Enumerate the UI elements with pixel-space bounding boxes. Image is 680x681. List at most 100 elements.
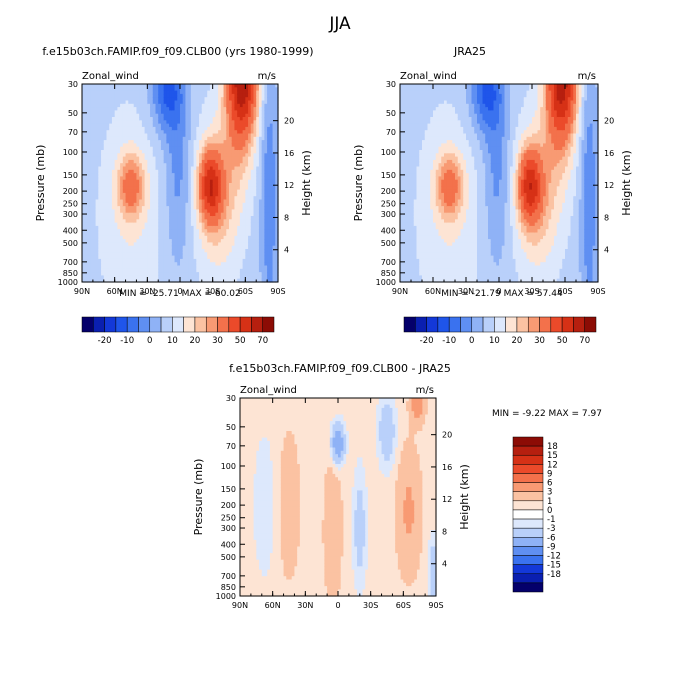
heatmap-cell [220,130,225,135]
heatmap-cell [185,110,189,115]
heatmap-cell [114,199,118,204]
heatmap-cell [256,93,260,98]
heatmap-cell [245,150,249,154]
heatmap-cell [177,100,181,105]
heatmap-cell [92,159,97,164]
heatmap-cell [256,229,260,234]
heatmap-cell [239,90,244,95]
heatmap-cell [264,123,268,128]
heatmap-cell [253,84,257,88]
heatmap-cell [419,87,423,92]
heatmap-cell [125,229,129,234]
heatmap-cell [150,87,154,92]
heatmap-cell [226,196,230,201]
heatmap-cell [261,136,265,141]
heatmap-cell [147,140,151,144]
heatmap-cell [400,179,404,184]
heatmap-cell [128,242,132,247]
heatmap-cell [87,97,91,102]
heatmap-cell [95,245,99,250]
heatmap-cell [413,143,418,148]
heatmap-cell [90,275,94,280]
heatmap-cell [196,206,200,210]
heatmap-cell [98,255,102,260]
colorbar-swatch [217,316,230,333]
heatmap-cell [207,225,211,230]
heatmap-cell [223,123,227,128]
heatmap-cell [152,245,157,250]
heatmap-cell [114,166,118,171]
heatmap-cell [234,225,238,230]
heatmap-cell [177,163,181,168]
heatmap-cell [109,268,113,273]
heatmap-cell [258,97,263,102]
heatmap-cell [101,275,105,280]
heatmap-cell [185,202,189,207]
heatmap-cell [419,242,423,247]
heatmap-cell [147,159,151,164]
heatmap-cell [201,242,206,247]
heatmap-cell [253,163,257,168]
heatmap-cell [82,153,86,158]
heatmap-cell [169,103,173,108]
heatmap-cell [258,163,263,168]
heatmap-cell [269,229,274,234]
heatmap-cell [139,173,143,177]
heatmap-cell [109,258,113,263]
heatmap-cell [139,202,143,207]
heatmap-cell [144,93,148,98]
heatmap-cell [158,232,162,237]
heatmap-cell [171,163,176,168]
heatmap-cell [416,120,420,125]
heatmap-cell [201,150,206,154]
heatmap-cell [133,133,138,138]
heatmap-cell [209,146,214,151]
heatmap-cell [218,150,222,154]
heatmap-cell [267,265,271,270]
heatmap-cell [155,146,159,151]
heatmap-cell [120,272,124,276]
heatmap-cell [185,120,189,125]
heatmap-cell [174,150,178,154]
heatmap-cell [152,255,157,260]
heatmap-cell [204,242,208,247]
heatmap-cell [402,232,407,237]
heatmap-cell [117,117,121,121]
heatmap-cell [253,275,257,280]
heatmap-cell [103,183,108,187]
heatmap-cell [188,179,192,184]
heatmap-cell [223,169,227,174]
heatmap-cell [171,272,176,276]
heatmap-cell [253,87,257,92]
heatmap-cell [174,183,178,187]
heatmap-cell [196,202,200,207]
heatmap-cell [160,222,165,227]
heatmap-cell [95,90,99,95]
heatmap-cell [117,159,121,164]
heatmap-cell [201,209,206,214]
heatmap-cell [229,209,233,214]
heatmap-cell [272,242,276,247]
heatmap-cell [152,212,157,217]
heatmap-cell [201,136,206,141]
heatmap-cell [131,242,135,247]
heatmap-cell [185,222,189,227]
heatmap-cell [114,100,118,105]
heatmap-cell [117,163,121,168]
heatmap-cell [234,153,238,158]
heatmap-cell [275,103,279,108]
heatmap-cell [218,110,222,115]
heatmap-cell [158,176,162,181]
heatmap-cell [416,186,420,191]
heatmap-cell [196,196,200,201]
heatmap-cell [122,262,127,267]
heatmap-cell [207,133,211,138]
heatmap-cell [128,255,132,260]
heatmap-cell [408,183,412,187]
heatmap-cell [237,255,241,260]
heatmap-cell [422,176,426,181]
heatmap-cell [152,206,157,210]
heatmap-cell [215,202,219,207]
heatmap-cell [239,245,244,250]
heatmap-cell [267,232,271,237]
